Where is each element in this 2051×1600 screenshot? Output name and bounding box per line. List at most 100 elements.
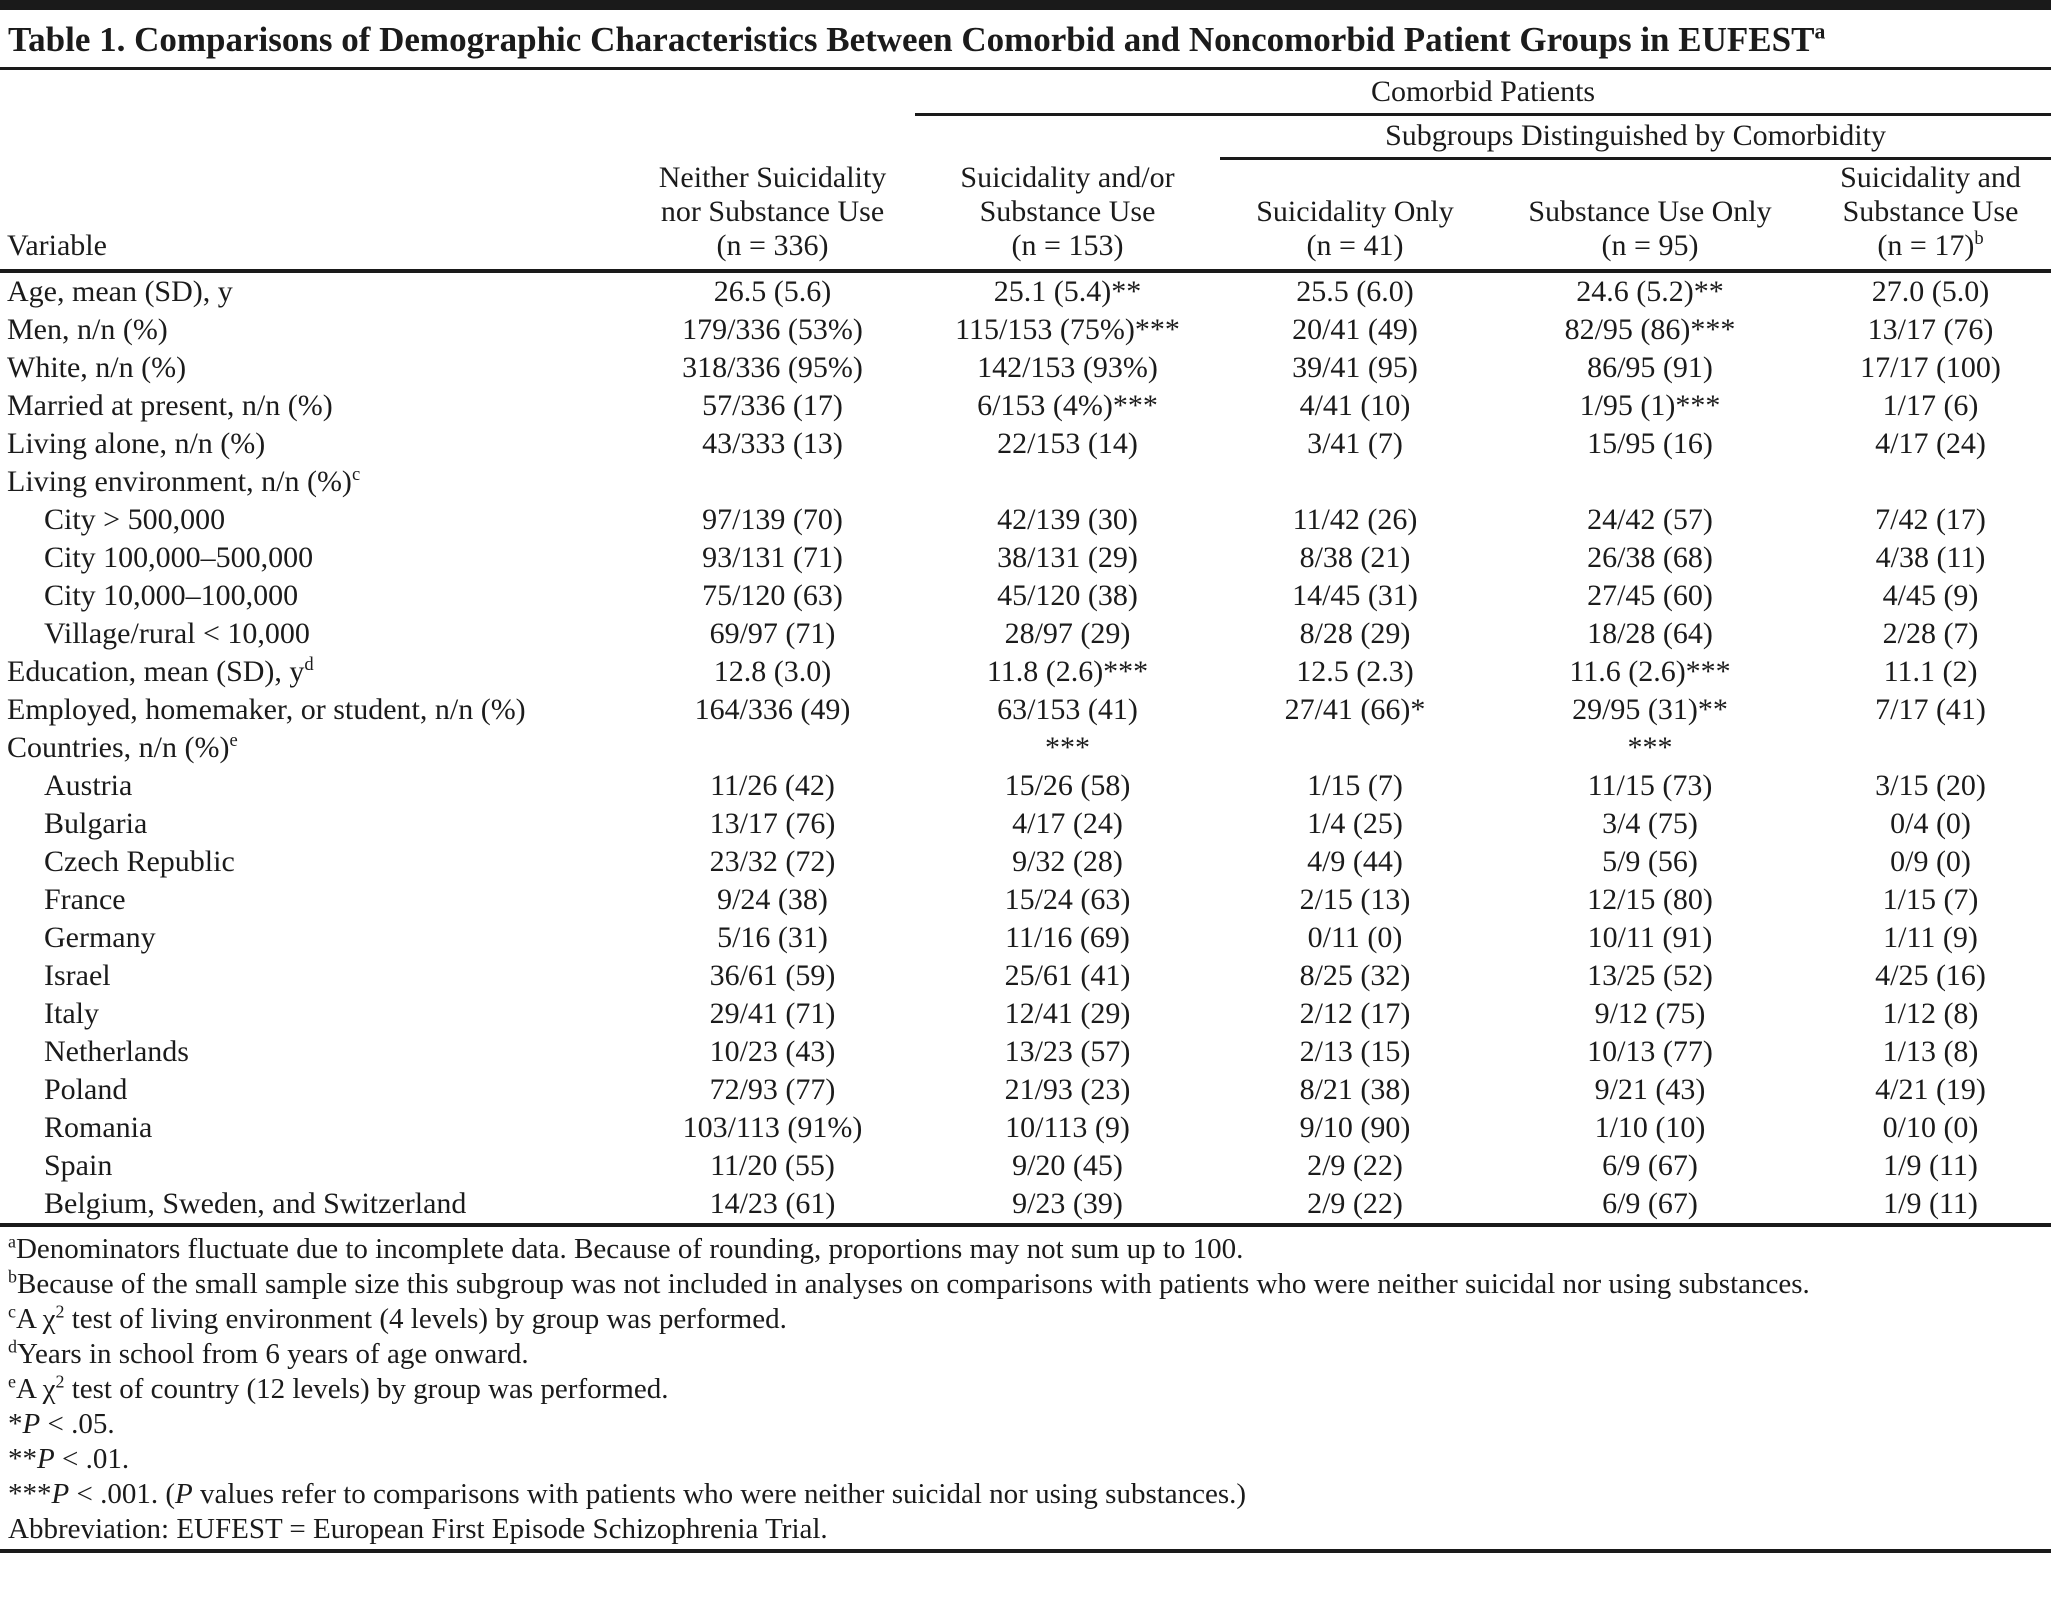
data-cell: 5/16 (31) bbox=[717, 920, 828, 954]
data-cell: 5/9 (56) bbox=[1602, 844, 1698, 878]
data-cell: 45/120 (38) bbox=[997, 578, 1138, 612]
row-label: Employed, homemaker, or student, n/n (%) bbox=[0, 691, 630, 729]
data-cell: 4/25 (16) bbox=[1875, 958, 1986, 992]
data-cell: 3/15 (20) bbox=[1875, 768, 1986, 802]
data-cell: 7/42 (17) bbox=[1875, 502, 1986, 536]
table-title-text: Table 1. Comparisons of Demographic Char… bbox=[8, 20, 1815, 59]
data-cell: 1/9 (11) bbox=[1883, 1148, 1978, 1182]
row-label: Belgium, Sweden, and Switzerland bbox=[0, 1185, 630, 1225]
data-cell: 23/32 (72) bbox=[709, 844, 836, 878]
data-cell: 14/23 (61) bbox=[709, 1186, 836, 1220]
table-row: Poland 72/93 (77) 21/93 (23) 8/21 (38) 9/21 … bbox=[0, 1071, 2051, 1109]
row-label: Netherlands bbox=[0, 1033, 630, 1071]
subgroups-span-header: Subgroups Distinguished by Comorbidity bbox=[1220, 114, 2051, 160]
data-cell: 11/15 (73) bbox=[1587, 768, 1713, 802]
row-label: Age, mean (SD), y bbox=[0, 271, 630, 311]
data-cell: 57/336 (17) bbox=[702, 388, 843, 422]
footnote-text: ** bbox=[8, 1442, 37, 1475]
table-row: France 9/24 (38) 15/24 (63) 2/15 (13) 12/15 … bbox=[0, 881, 2051, 919]
data-cell bbox=[630, 463, 915, 501]
row-label-text: France bbox=[44, 882, 126, 916]
data-cell: 1/13 (8) bbox=[1882, 1034, 1979, 1068]
data-cell: 11/20 (55) bbox=[710, 1148, 835, 1182]
data-cell: 10/13 (77) bbox=[1587, 1034, 1713, 1068]
table-row: City 100,000–500,000 93/131 (71) 38/131 (2… bbox=[0, 539, 2051, 577]
footnote-text: < .05. bbox=[40, 1407, 115, 1440]
footnote: eA χ2 test of country (12 levels) by gro… bbox=[8, 1372, 1836, 1407]
data-cell: 38/131 (29) bbox=[997, 540, 1138, 574]
data-cell: 18/28 (64) bbox=[1587, 616, 1713, 650]
footnote-text: Because of the small sample size this su… bbox=[16, 1267, 1810, 1300]
row-label: City 10,000–100,000 bbox=[0, 577, 630, 615]
data-cell: 2/9 (22) bbox=[1307, 1148, 1403, 1182]
row-label-text: City 10,000–100,000 bbox=[44, 578, 299, 612]
table-row: Germany 5/16 (31) 11/16 (69) 0/11 (0) 10/11 … bbox=[0, 919, 2051, 957]
column-n-label: (n = 153) bbox=[1011, 228, 1124, 262]
data-cell: 29/41 (71) bbox=[709, 996, 836, 1030]
row-label-text: City > 500,000 bbox=[44, 502, 226, 536]
column-n-label: (n = 41) bbox=[1306, 228, 1404, 262]
footnote: Abbreviation: EUFEST = European First Ep… bbox=[8, 1512, 1836, 1547]
data-cell: 1/9 (11) bbox=[1883, 1186, 1978, 1220]
row-label-text: White, n/n (%) bbox=[7, 350, 187, 384]
data-cell: 2/28 (7) bbox=[1882, 616, 1979, 650]
demographics-table: Comorbid Patients Subgroups Distinguishe… bbox=[0, 70, 2051, 1227]
footnote-text: Abbreviation: EUFEST = European First Ep… bbox=[8, 1512, 828, 1545]
data-cell: 1/15 (7) bbox=[1882, 882, 1979, 916]
row-label-text: Living environment, n/n (%) bbox=[7, 464, 352, 498]
row-label: France bbox=[0, 881, 630, 919]
data-cell: 86/95 (91) bbox=[1587, 350, 1713, 384]
column-header-line: Neither Suicidality bbox=[658, 160, 887, 194]
data-cell: 13/17 (76) bbox=[1867, 312, 1994, 346]
data-cell: 25/61 (41) bbox=[1004, 958, 1131, 992]
footnote-text: test of country (12 levels) by group was… bbox=[64, 1372, 669, 1405]
footnote-text: * bbox=[8, 1407, 23, 1440]
subgroups-span-row: Subgroups Distinguished by Comorbidity bbox=[0, 114, 2051, 160]
row-label-text: Israel bbox=[44, 958, 111, 992]
column-n-label: (n = 95) bbox=[1601, 228, 1699, 262]
table-row: Countries, n/n (%)e *** *** bbox=[0, 729, 2051, 767]
column-header-1: Suicidality and/or Substance Use (n = 153) bbox=[915, 158, 1220, 273]
data-cell: 0/11 (0) bbox=[1307, 920, 1403, 954]
data-cell: 12/15 (80) bbox=[1587, 882, 1713, 916]
data-cell: 97/139 (70) bbox=[702, 502, 843, 536]
footnote-marker: 2 bbox=[55, 1370, 65, 1391]
data-cell: 15/95 (16) bbox=[1587, 426, 1713, 460]
data-cell: 75/120 (63) bbox=[702, 578, 843, 612]
data-cell: 9/32 (28) bbox=[1012, 844, 1123, 878]
table-row: City 10,000–100,000 75/120 (63) 45/120 (38… bbox=[0, 577, 2051, 615]
data-cell bbox=[1810, 463, 2051, 501]
data-cell bbox=[1220, 729, 1490, 767]
data-cell: 4/21 (19) bbox=[1875, 1072, 1986, 1106]
footnote-text: A χ bbox=[15, 1302, 56, 1335]
data-cell: 15/24 (63) bbox=[1004, 882, 1131, 916]
data-cell: 26.5 (5.6) bbox=[713, 274, 832, 308]
data-cell: 21/93 (23) bbox=[1004, 1072, 1131, 1106]
data-cell: 4/38 (11) bbox=[1875, 540, 1986, 574]
column-n-label: (n = 17) bbox=[1877, 228, 1975, 262]
data-cell: 25.5 (6.0) bbox=[1296, 274, 1414, 308]
row-label: Bulgaria bbox=[0, 805, 630, 843]
data-cell: *** bbox=[1045, 730, 1090, 764]
row-label-text: Italy bbox=[44, 996, 99, 1030]
footnote: *P < .05. bbox=[8, 1407, 1836, 1442]
row-label-text: Age, mean (SD), y bbox=[7, 274, 233, 308]
column-header-superscript: b bbox=[1974, 227, 1984, 249]
row-label: Austria bbox=[0, 767, 630, 805]
data-cell: 4/41 (10) bbox=[1299, 388, 1411, 422]
table-row: Living environment, n/n (%)c bbox=[0, 463, 2051, 501]
data-cell: 24/42 (57) bbox=[1587, 502, 1713, 536]
data-cell: 12.5 (2.3) bbox=[1296, 654, 1414, 688]
row-label: Israel bbox=[0, 957, 630, 995]
data-cell: 10/113 (9) bbox=[1005, 1110, 1130, 1144]
row-label: Poland bbox=[0, 1071, 630, 1109]
data-cell: 8/38 (21) bbox=[1299, 540, 1411, 574]
data-cell bbox=[1220, 463, 1490, 501]
table-row: Village/rural < 10,000 69/97 (71) 28/97 (2… bbox=[0, 615, 2051, 653]
data-cell: 9/23 (39) bbox=[1012, 1186, 1123, 1220]
header-spacer bbox=[0, 114, 1220, 158]
data-cell: 0/10 (0) bbox=[1882, 1110, 1979, 1144]
table-title: Table 1. Comparisons of Demographic Char… bbox=[0, 10, 2051, 70]
row-label-text: Living alone, n/n (%) bbox=[7, 426, 266, 460]
data-cell: 318/336 (95%) bbox=[682, 350, 863, 384]
